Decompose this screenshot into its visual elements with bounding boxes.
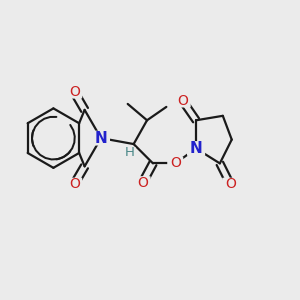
FancyBboxPatch shape <box>222 178 238 191</box>
Text: N: N <box>94 130 107 146</box>
FancyBboxPatch shape <box>175 94 191 107</box>
FancyBboxPatch shape <box>134 176 151 189</box>
FancyBboxPatch shape <box>187 141 205 156</box>
Text: O: O <box>69 177 80 191</box>
Text: O: O <box>170 156 181 170</box>
FancyBboxPatch shape <box>66 85 82 99</box>
FancyBboxPatch shape <box>123 147 136 159</box>
Text: O: O <box>69 85 80 99</box>
Text: N: N <box>190 141 202 156</box>
FancyBboxPatch shape <box>66 178 82 191</box>
Text: H: H <box>124 146 134 160</box>
Text: O: O <box>225 177 236 191</box>
Text: O: O <box>137 176 148 190</box>
Text: O: O <box>177 94 188 108</box>
FancyBboxPatch shape <box>92 131 110 146</box>
FancyBboxPatch shape <box>167 157 183 170</box>
